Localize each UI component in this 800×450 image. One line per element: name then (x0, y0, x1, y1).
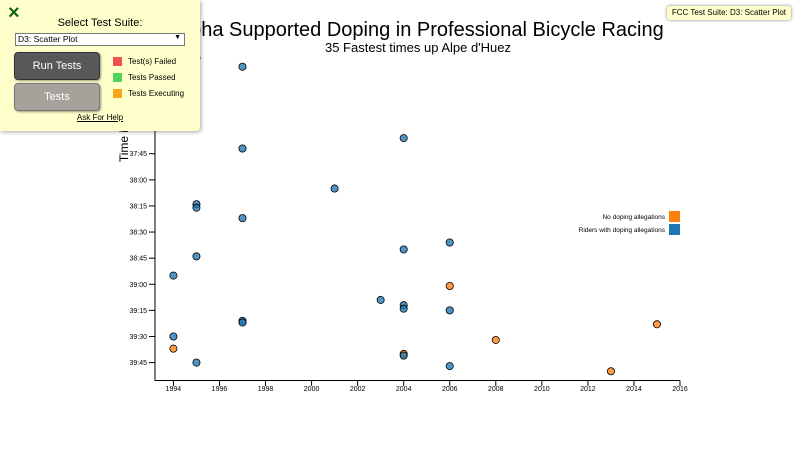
data-point[interactable] (445, 306, 454, 315)
data-point[interactable] (330, 184, 339, 193)
data-point[interactable] (376, 295, 385, 304)
legend-label: Riders with doping allegations (579, 227, 666, 234)
data-point[interactable] (399, 351, 408, 360)
test-suite-select[interactable]: D3: Scatter Plot ▼ (15, 33, 185, 46)
x-tick-label-1996: 1996 (212, 386, 228, 393)
y-tick-label-39:15: 39:15 (129, 308, 147, 315)
y-tick-label-37:45: 37:45 (129, 151, 147, 158)
data-point[interactable] (399, 245, 408, 254)
x-tick-label-2002: 2002 (350, 386, 366, 393)
x-axis: 1994 1996 1998 2000 2002 2004 2006 2008 2010 2012… (166, 380, 688, 393)
chart-legend: No doping allegations Riders with doping … (579, 211, 680, 235)
data-point[interactable] (238, 214, 247, 223)
y-tick-label-39:30: 39:30 (129, 334, 147, 341)
fcc-test-suite-badge[interactable]: FCC Test Suite: D3: Scatter Plot (666, 6, 791, 20)
data-point[interactable] (238, 144, 247, 153)
data-point[interactable] (652, 320, 661, 329)
x-tick-label-2014: 2014 (626, 386, 642, 393)
x-tick-label-1994: 1994 (166, 386, 182, 393)
x-tick-label-2010: 2010 (534, 386, 550, 393)
failed-label: Test(s) Failed (128, 57, 177, 66)
chevron-down-icon: ▼ (174, 34, 181, 41)
legend-swatch (669, 224, 680, 235)
y-axis: 37:3037:4538:0038:1538:3038:4539:0039:15… (129, 125, 155, 367)
x-tick-label-2016: 2016 (672, 386, 688, 393)
legend-swatch (669, 211, 680, 222)
x-tick-label-2012: 2012 (580, 386, 596, 393)
tests-button[interactable]: Tests (14, 83, 100, 111)
chart-title: Alpha Supported Doping in Professional B… (172, 19, 663, 41)
y-tick-label-38:30: 38:30 (129, 230, 147, 237)
executing-swatch (113, 89, 122, 98)
test-suite-select-value: D3: Scatter Plot (18, 34, 78, 44)
data-point[interactable] (399, 304, 408, 313)
data-point[interactable] (238, 62, 247, 71)
test-suite-heading: Select Test Suite: (57, 17, 143, 29)
x-tick-label-2008: 2008 (488, 386, 504, 393)
y-tick-label-38:15: 38:15 (129, 203, 147, 210)
data-point[interactable] (399, 134, 408, 143)
executing-label: Tests Executing (128, 89, 185, 98)
legend-label: No doping allegations (602, 214, 665, 221)
passed-swatch (113, 73, 122, 82)
y-tick-label-38:00: 38:00 (129, 177, 147, 184)
data-point[interactable] (192, 203, 201, 212)
data-point[interactable] (606, 367, 615, 376)
close-icon[interactable]: × (8, 2, 20, 24)
run-tests-button[interactable]: Run Tests (14, 52, 100, 80)
failed-swatch (113, 57, 122, 66)
x-tick-label-2006: 2006 (442, 386, 458, 393)
x-tick-label-2004: 2004 (396, 386, 412, 393)
fcc-test-panel: × Select Test Suite: D3: Scatter Plot ▼ … (0, 0, 200, 131)
chart-subtitle: 35 Fastest times up Alpe d'Huez (325, 40, 511, 55)
y-tick-label-38:45: 38:45 (129, 256, 147, 263)
passed-label: Tests Passed (128, 73, 176, 82)
data-point[interactable] (192, 358, 201, 367)
x-tick-label-2000: 2000 (304, 386, 320, 393)
x-tick-label-1998: 1998 (258, 386, 274, 393)
y-tick-label-39:45: 39:45 (129, 360, 147, 367)
ask-for-help-link[interactable]: Ask For Help (76, 113, 124, 122)
data-point[interactable] (169, 332, 178, 341)
data-points (169, 54, 661, 376)
data-point[interactable] (192, 252, 201, 261)
data-point[interactable] (169, 271, 178, 280)
data-point[interactable] (238, 318, 247, 327)
data-point[interactable] (169, 344, 178, 353)
data-point[interactable] (491, 335, 500, 344)
data-point[interactable] (445, 282, 454, 291)
data-point[interactable] (445, 362, 454, 371)
y-tick-label-39:00: 39:00 (129, 282, 147, 289)
data-point[interactable] (445, 238, 454, 247)
